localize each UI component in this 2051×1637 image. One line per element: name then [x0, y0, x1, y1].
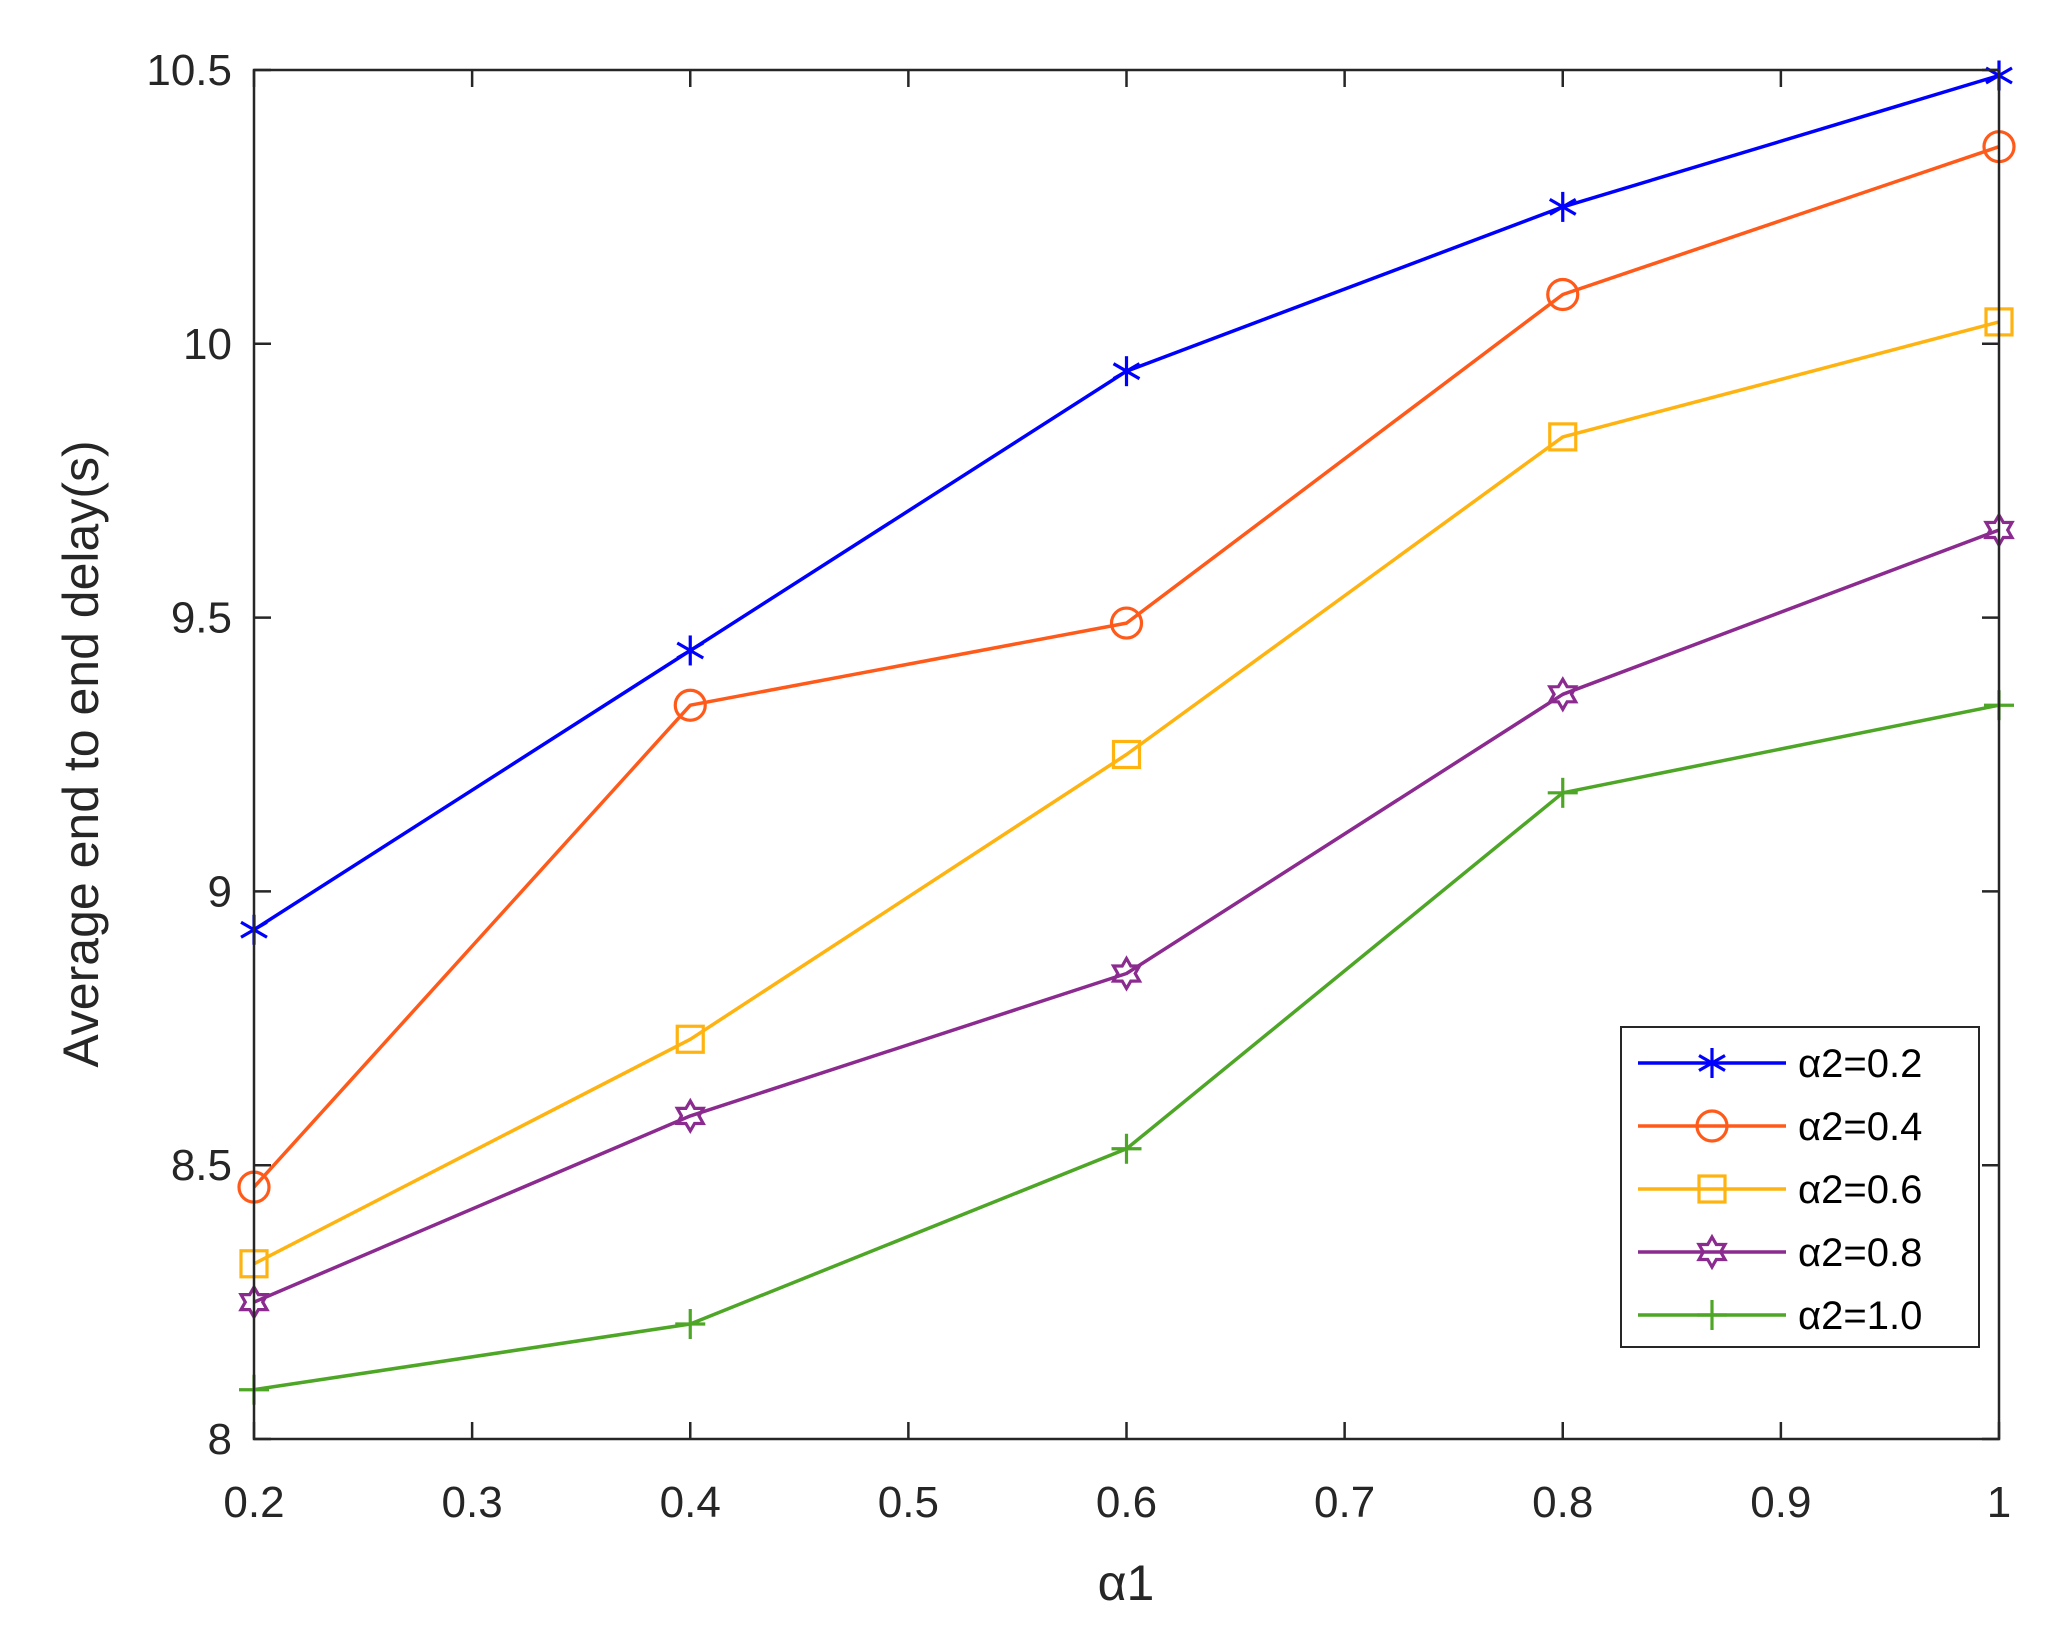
x-tick-label: 0.9 [1750, 1478, 1811, 1527]
series-4 [238, 511, 2015, 1321]
legend-item: α2=0.4 [1638, 1105, 1922, 1149]
hexagram-marker [674, 1097, 706, 1135]
square-marker [1548, 422, 1578, 452]
plus-marker [1111, 1133, 1142, 1164]
series-line [252, 145, 2000, 1189]
x-tick-label: 0.4 [660, 1478, 721, 1527]
x-tick-label: 0.2 [223, 1478, 284, 1527]
plus-marker [1547, 777, 1578, 808]
x-tick-label: 0.8 [1532, 1478, 1593, 1527]
x-tick-label: 0.5 [878, 1478, 939, 1527]
asterisk-marker [1698, 1048, 1726, 1078]
x-tick-label: 1 [1987, 1478, 2011, 1527]
circle-marker [673, 688, 707, 722]
legend-item: α2=0.2 [1638, 1042, 1922, 1086]
y-tick-label: 10 [183, 320, 232, 369]
asterisk-marker [1548, 191, 1577, 222]
hexagram-marker [1696, 1233, 1728, 1271]
asterisk-marker [676, 635, 705, 666]
x-tick-labels: 0.2 0.3 0.4 0.5 0.6 0.7 0.8 0.9 1 [223, 1478, 2011, 1527]
plus-marker [1697, 1300, 1727, 1330]
x-tick-label: 0.3 [442, 1478, 503, 1527]
legend-label: α2=0.4 [1798, 1105, 1922, 1149]
hexagram-marker [1110, 955, 1143, 992]
y-tick-label: 8 [208, 1415, 232, 1464]
legend-box [1620, 1026, 1980, 1348]
series-layer [237, 60, 2016, 1405]
legend-item: α2=0.6 [1638, 1168, 1922, 1212]
plot-frame [252, 68, 2001, 1441]
plus-marker [675, 1309, 706, 1340]
circle-marker [1695, 1109, 1729, 1143]
y-tick-label: 10.5 [146, 46, 232, 95]
series-line [253, 528, 2000, 1304]
circle-marker [1546, 277, 1580, 312]
y-tick-labels: 8 8.5 9 9.5 10 10.5 [146, 46, 232, 1464]
legend-label: α2=0.6 [1798, 1168, 1922, 1212]
square-marker [675, 1024, 705, 1054]
y-tick-label: 9 [208, 867, 232, 916]
series-line [253, 320, 2000, 1266]
y-tick-label: 8.5 [171, 1141, 232, 1190]
square-marker [1697, 1174, 1727, 1204]
legend-label: α2=0.2 [1798, 1042, 1922, 1086]
legend-label: α2=1.0 [1798, 1294, 1922, 1338]
legend-item: α2=1.0 [1638, 1294, 1922, 1338]
asterisk-marker [1112, 356, 1141, 387]
x-axis-title: α1 [1098, 1555, 1155, 1611]
square-marker [1111, 739, 1142, 770]
legend-label: α2=0.8 [1798, 1231, 1922, 1275]
y-axis-title: Average end to end delay(s) [53, 440, 109, 1067]
legend: α2=0.2 α2=0.4 α2=0.6 α2=0.8 α2=1.0 [1620, 1026, 1980, 1348]
x-tick-label: 0.6 [1096, 1478, 1157, 1527]
circle-marker [1109, 606, 1144, 640]
x-tick-label: 0.7 [1314, 1478, 1375, 1527]
legend-item: α2=0.8 [1638, 1231, 1922, 1275]
y-tick-label: 9.5 [171, 594, 232, 643]
hexagram-marker [1547, 676, 1579, 713]
